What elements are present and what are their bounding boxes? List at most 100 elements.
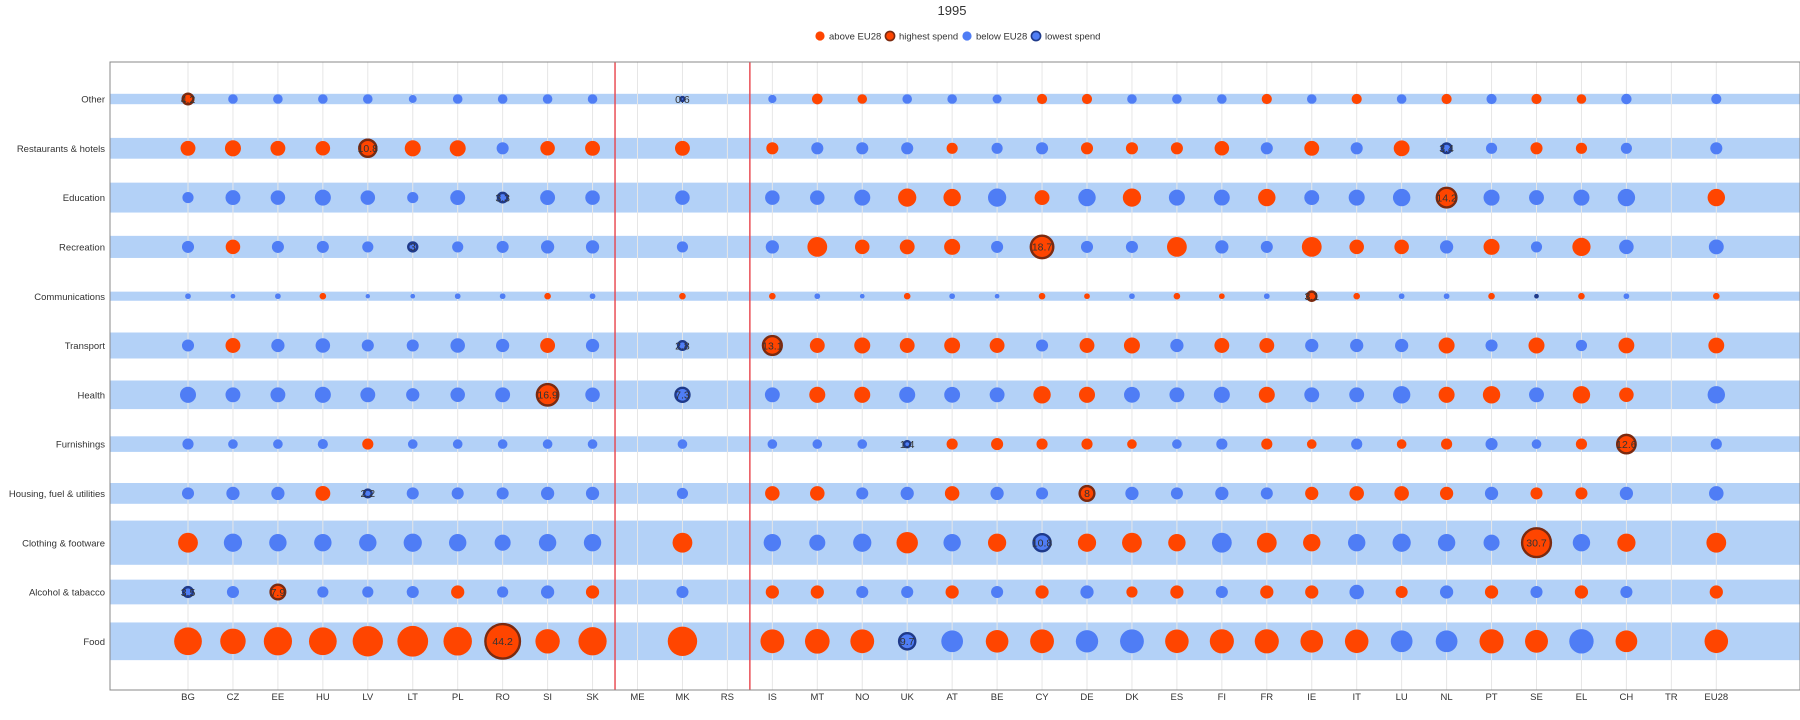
bubble-furnishings-ro[interactable] — [497, 439, 508, 449]
bubble-other-de[interactable] — [1081, 93, 1093, 105]
bubble-clothing-footware-dk[interactable] — [1122, 532, 1142, 553]
bubble-housing-fuel-utilities-mk[interactable] — [676, 487, 689, 499]
bubble-recreation-bg[interactable] — [181, 240, 195, 253]
bubble-education-be[interactable] — [987, 188, 1007, 207]
bubble-housing-fuel-utilities-at[interactable] — [944, 486, 960, 501]
bubble-food-de[interactable] — [1075, 630, 1099, 653]
bubble-food-sk[interactable] — [578, 627, 607, 656]
bubble-recreation-ro[interactable] — [496, 240, 509, 253]
bubble-other-fi[interactable] — [1217, 94, 1227, 104]
bubble-health-be[interactable] — [989, 387, 1005, 403]
bubble-education-mk[interactable] — [675, 190, 690, 205]
bubble-housing-fuel-utilities-it[interactable] — [1349, 486, 1364, 501]
bubble-health-it[interactable] — [1349, 387, 1365, 403]
bubble-food-fr[interactable] — [1254, 629, 1279, 654]
bubble-housing-fuel-utilities-mt[interactable] — [810, 486, 825, 501]
bubble-health-ie[interactable] — [1304, 387, 1320, 403]
bubble-education-sk[interactable] — [585, 190, 600, 205]
bubble-food-nl[interactable] — [1435, 630, 1458, 653]
bubble-alcohol-tabacco-eu28[interactable] — [1709, 585, 1723, 599]
bubble-alcohol-tabacco-at[interactable] — [945, 585, 959, 599]
bubble-recreation-ch[interactable] — [1619, 239, 1634, 255]
bubble-alcohol-tabacco-cy[interactable] — [1035, 585, 1049, 599]
bubble-transport-is[interactable]: 13.1 — [761, 334, 783, 357]
bubble-health-is[interactable] — [764, 387, 780, 403]
bubble-furnishings-be[interactable] — [991, 438, 1004, 451]
bubble-restaurants-hotels-dk[interactable] — [1125, 142, 1138, 155]
bubble-furnishings-se[interactable] — [1531, 439, 1542, 449]
bubble-housing-fuel-utilities-fi[interactable] — [1215, 486, 1229, 501]
bubble-food-it[interactable] — [1344, 629, 1369, 654]
bubble-food-ie[interactable] — [1300, 629, 1324, 653]
bubble-restaurants-hotels-eu28[interactable] — [1710, 142, 1723, 155]
bubble-health-sk[interactable] — [585, 387, 600, 403]
bubble-transport-de[interactable] — [1079, 338, 1095, 353]
bubble-health-mk[interactable]: 7.3 — [674, 386, 691, 404]
bubble-food-hu[interactable] — [308, 627, 337, 656]
bubble-education-ie[interactable] — [1304, 190, 1320, 206]
bubble-restaurants-hotels-lt[interactable] — [404, 140, 421, 157]
bubble-communications-lv[interactable] — [365, 294, 370, 299]
bubble-communications-dk[interactable] — [1129, 293, 1135, 300]
bubble-recreation-fr[interactable] — [1260, 240, 1273, 253]
bubble-transport-nl[interactable] — [1438, 337, 1455, 354]
bubble-food-lt[interactable] — [397, 625, 429, 657]
bubble-alcohol-tabacco-se[interactable] — [1530, 585, 1543, 599]
bubble-other-it[interactable] — [1351, 93, 1362, 105]
bubble-housing-fuel-utilities-no[interactable] — [856, 487, 869, 500]
bubble-restaurants-hotels-de[interactable] — [1080, 142, 1094, 155]
bubble-other-ch[interactable] — [1621, 93, 1632, 105]
bubble-furnishings-sk[interactable] — [587, 439, 598, 449]
bubble-communications-hu[interactable] — [319, 292, 327, 300]
bubble-health-bg[interactable] — [179, 386, 197, 403]
bubble-furnishings-fr[interactable] — [1261, 438, 1273, 450]
bubble-communications-nl[interactable] — [1443, 293, 1450, 300]
bubble-housing-fuel-utilities-el[interactable] — [1575, 487, 1588, 500]
bubble-furnishings-nl[interactable] — [1441, 438, 1453, 450]
bubble-education-bg[interactable] — [182, 192, 194, 204]
bubble-restaurants-hotels-is[interactable] — [766, 142, 779, 155]
bubble-alcohol-tabacco-it[interactable] — [1349, 584, 1364, 600]
bubble-food-es[interactable] — [1165, 629, 1189, 654]
bubble-furnishings-dk[interactable] — [1127, 439, 1137, 449]
bubble-alcohol-tabacco-ie[interactable] — [1305, 585, 1319, 599]
bubble-food-be[interactable] — [985, 629, 1009, 653]
bubble-housing-fuel-utilities-dk[interactable] — [1125, 486, 1139, 501]
bubble-education-cy[interactable] — [1034, 190, 1050, 206]
bubble-clothing-footware-bg[interactable] — [178, 532, 198, 553]
bubble-communications-pt[interactable] — [1488, 292, 1495, 300]
bubble-recreation-no[interactable] — [854, 239, 870, 255]
bubble-communications-mk[interactable] — [679, 292, 686, 300]
bubble-housing-fuel-utilities-lv[interactable]: 2.2 — [360, 488, 375, 500]
bubble-communications-at[interactable] — [949, 293, 955, 300]
bubble-food-mt[interactable] — [804, 628, 830, 654]
bubble-restaurants-hotels-cz[interactable] — [224, 140, 241, 157]
bubble-restaurants-hotels-hu[interactable] — [315, 141, 331, 156]
bubble-health-fr[interactable] — [1258, 386, 1275, 403]
bubble-furnishings-pt[interactable] — [1485, 438, 1498, 451]
bubble-other-si[interactable] — [542, 94, 553, 104]
bubble-alcohol-tabacco-dk[interactable] — [1126, 586, 1138, 598]
bubble-food-se[interactable] — [1525, 629, 1548, 653]
bubble-health-lv[interactable] — [360, 387, 376, 403]
bubble-housing-fuel-utilities-si[interactable] — [540, 486, 555, 501]
bubble-health-es[interactable] — [1169, 387, 1185, 403]
bubble-education-lt[interactable] — [407, 192, 419, 204]
bubble-restaurants-hotels-it[interactable] — [1350, 142, 1363, 155]
bubble-education-lv[interactable] — [360, 190, 376, 205]
bubble-transport-mk[interactable]: 2.8 — [675, 339, 690, 352]
bubble-education-at[interactable] — [943, 188, 961, 207]
bubble-communications-mt[interactable] — [814, 293, 821, 300]
bubble-health-el[interactable] — [1572, 386, 1591, 404]
bubble-furnishings-uk[interactable]: 1.4 — [900, 439, 915, 451]
bubble-furnishings-lu[interactable] — [1396, 439, 1407, 449]
bubble-restaurants-hotels-ro[interactable] — [496, 142, 509, 155]
bubble-furnishings-is[interactable] — [767, 439, 778, 449]
bubble-alcohol-tabacco-es[interactable] — [1170, 585, 1184, 599]
bubble-health-ro[interactable] — [495, 387, 511, 403]
bubble-education-cz[interactable] — [225, 190, 241, 206]
bubble-communications-lt[interactable] — [410, 293, 416, 299]
bubble-education-fi[interactable] — [1213, 189, 1230, 206]
bubble-other-uk[interactable] — [902, 94, 912, 104]
bubble-other-be[interactable] — [992, 94, 1002, 104]
